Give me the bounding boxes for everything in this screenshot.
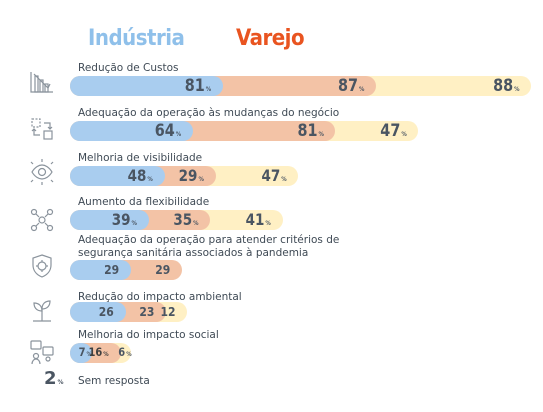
no-response-label: Sem resposta (78, 375, 150, 387)
value-label: 87% (338, 75, 365, 96)
bar-segment (70, 260, 132, 280)
category-label: Adequação da operação para atender crité… (78, 234, 340, 259)
swap-arrows-icon (28, 115, 56, 143)
category-label: Adequação da operação às mudanças do neg… (78, 107, 340, 119)
value-label: 88% (493, 75, 520, 96)
bar-segment (70, 210, 149, 230)
value-label: 64% (154, 120, 182, 141)
value-label: 39% (111, 210, 137, 230)
people-icon (28, 338, 56, 366)
chart-down-icon (28, 68, 56, 96)
bar-segment (70, 302, 126, 322)
value-label: 7% (78, 345, 92, 360)
eye-icon (28, 158, 56, 186)
value-label: 35% (173, 210, 199, 230)
bar-segment (70, 166, 165, 186)
value-label: 48% (127, 166, 153, 186)
value-label: 26 (98, 304, 114, 320)
value-label: 47% (261, 166, 287, 186)
value-label: 29 (104, 262, 120, 278)
legend-varejo: Varejo (236, 26, 305, 51)
no-response-value: 2% (44, 368, 64, 389)
value-label: 12 (160, 304, 176, 320)
bar-segment (70, 121, 193, 141)
value-label: 41% (245, 210, 271, 230)
category-label: Melhoria de visibilidade (78, 152, 203, 164)
flexibility-icon (28, 206, 56, 234)
shield-virus-icon (28, 252, 56, 280)
value-label: 6% (118, 345, 132, 360)
value-label: 29% (178, 166, 204, 186)
value-label: 16% (88, 345, 109, 360)
category-label: Redução do impacto ambiental (78, 291, 242, 303)
category-label: Aumento da flexibilidade (78, 196, 210, 208)
bar-segment (70, 76, 223, 96)
bar-segment (70, 343, 93, 363)
value-label: 47% (380, 120, 407, 141)
category-label: Melhoria do impacto social (78, 329, 219, 341)
category-label: Redução de Custos (78, 62, 179, 74)
plant-icon (28, 297, 56, 325)
legend-industria: Indústria (88, 26, 185, 51)
value-label: 81% (184, 75, 212, 96)
value-label: 29 (155, 262, 171, 278)
value-label: 81% (297, 120, 324, 141)
value-label: 23 (139, 304, 155, 320)
